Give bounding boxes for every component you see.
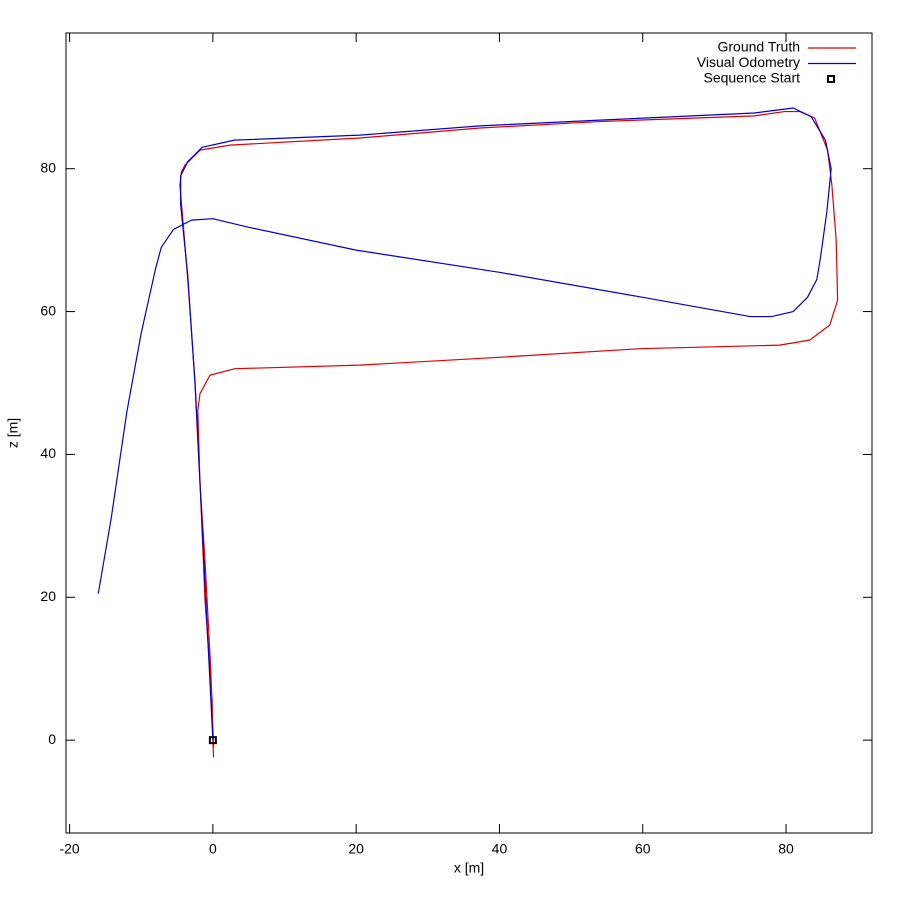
legend-marker — [827, 75, 835, 83]
x-tick-label: 0 — [209, 841, 217, 857]
y-tick-label: 40 — [40, 445, 56, 461]
x-tick-label: -20 — [59, 841, 79, 857]
x-axis-label: x [m] — [454, 860, 484, 876]
start-marker — [208, 736, 217, 745]
y-axis-label: z [m] — [5, 418, 21, 448]
y-tick-label: 60 — [40, 302, 56, 318]
plot-frame — [65, 32, 873, 834]
x-tick-label: 60 — [635, 841, 651, 857]
y-tick-label: 0 — [48, 731, 56, 747]
trajectory-line — [179, 110, 839, 758]
x-tick-label: 40 — [492, 841, 508, 857]
x-tick-label: 20 — [348, 841, 364, 857]
x-tick-label: 80 — [778, 841, 794, 857]
legend-label: Ground Truth — [718, 39, 801, 55]
trajectory-line — [97, 107, 832, 741]
y-tick-label: 80 — [40, 159, 56, 175]
legend-label: Visual Odometry — [697, 54, 800, 70]
y-tick-label: 20 — [40, 588, 56, 604]
legend-label: Sequence Start — [703, 70, 800, 86]
